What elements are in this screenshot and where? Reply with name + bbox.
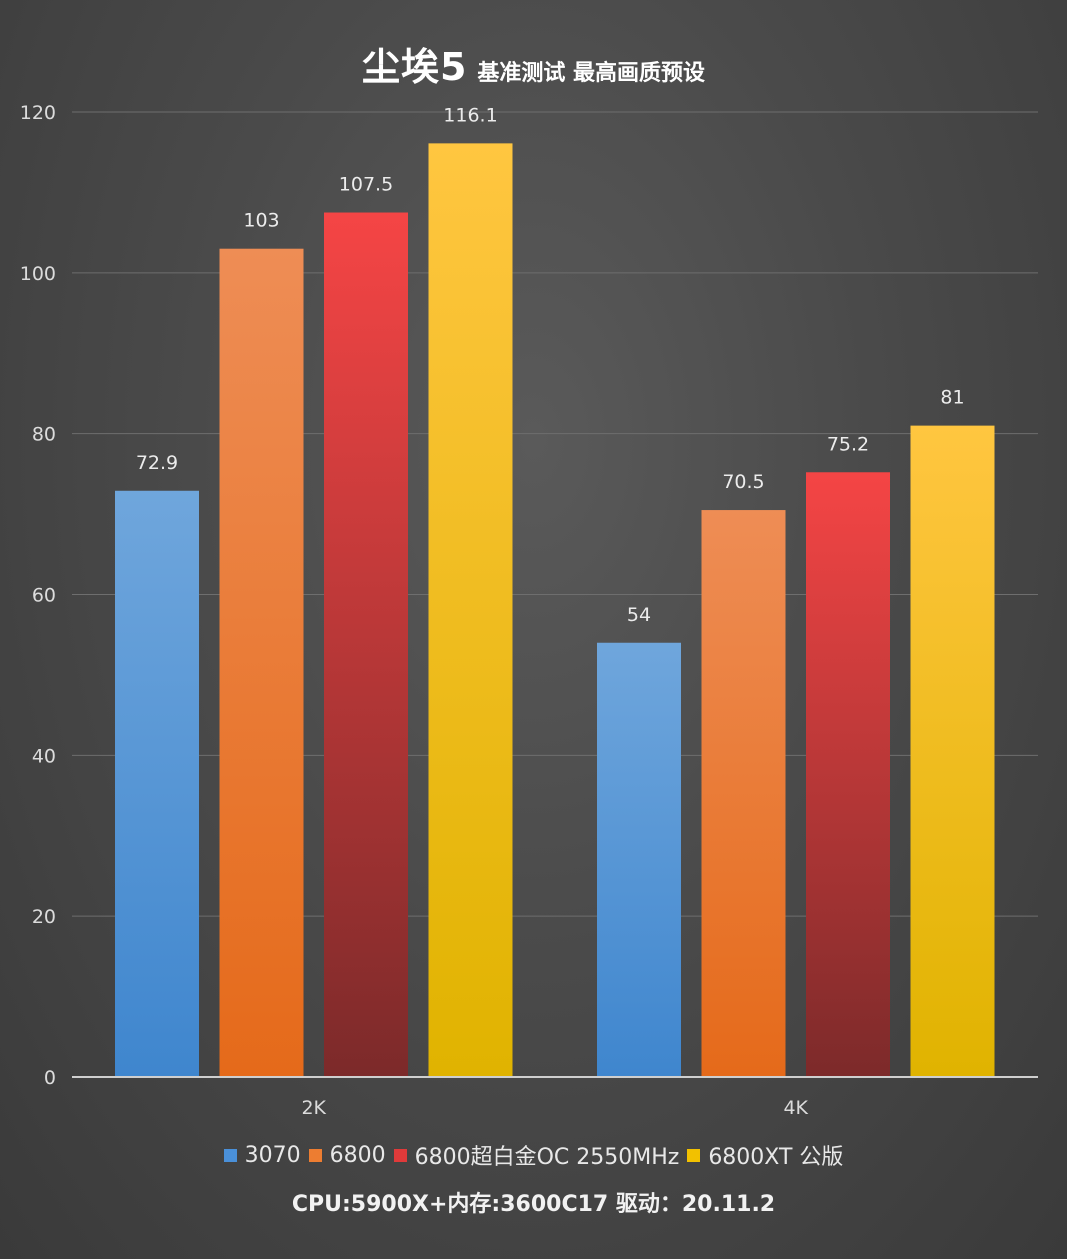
axes: 0 20 40 60 80 100 120 2K 4K	[20, 102, 1038, 1119]
y-tick-label: 40	[32, 745, 56, 767]
y-tick-label: 0	[44, 1067, 56, 1089]
y-tick-label: 120	[20, 102, 56, 124]
bar-value-label: 54	[627, 604, 651, 626]
bar-value-label: 75.2	[827, 433, 869, 455]
bar-4k-series-1	[701, 510, 786, 1077]
legend-item-6800-oc: 6800超白金OC 2550MHz	[393, 1139, 680, 1171]
bar-4k-series-3	[910, 425, 995, 1077]
legend-label: 6800	[329, 1142, 386, 1168]
x-category-label: 2K	[301, 1097, 326, 1119]
legend-swatch	[308, 1148, 322, 1162]
y-tick-label: 80	[32, 424, 56, 446]
bar-value-label: 72.9	[136, 452, 178, 474]
legend-item-6800xt: 6800XT 公版	[687, 1139, 843, 1171]
bar-value-label: 103	[243, 210, 279, 232]
legend: 3070 6800 6800超白金OC 2550MHz 6800XT 公版	[0, 1138, 1067, 1172]
bar-value-label: 107.5	[339, 174, 393, 196]
legend-swatch	[687, 1148, 701, 1162]
legend-swatch	[223, 1148, 237, 1162]
y-tick-label: 100	[20, 263, 56, 285]
footer-test-config: CPU:5900X+内存:3600C17 驱动：20.11.2	[291, 1192, 776, 1217]
bar-2k-series-1	[219, 248, 304, 1078]
legend-item-3070: 3070	[223, 1142, 301, 1168]
bar-4k-series-2	[806, 472, 890, 1077]
bar-value-label: 70.5	[722, 471, 764, 493]
grid-lines	[72, 111, 1038, 917]
legend-label: 3070	[244, 1142, 301, 1168]
bar-value-label: 81	[940, 387, 964, 409]
bar-2k-series-3	[428, 143, 513, 1078]
x-category-label: 4K	[783, 1097, 808, 1119]
chart-title: 尘埃5 基准测试 最高画质预设	[0, 36, 1067, 91]
bar-value-label: 116.1	[443, 104, 497, 126]
bars	[115, 143, 995, 1078]
value-labels: 72.9 103 107.5 116.1 54 70.5 75.2 81	[136, 104, 965, 625]
bar-2k-series-0	[115, 490, 199, 1077]
legend-label: 6800XT 公版	[708, 1145, 844, 1170]
bar-4k-series-0	[597, 642, 681, 1077]
legend-item-6800: 6800	[308, 1142, 386, 1168]
legend-swatch	[393, 1148, 407, 1162]
chart-title-main: 尘埃5	[361, 45, 468, 89]
y-tick-label: 20	[32, 906, 56, 928]
bar-2k-series-2	[324, 212, 408, 1078]
y-tick-label: 60	[32, 585, 56, 607]
legend-label: 6800超白金OC 2550MHz	[414, 1145, 680, 1170]
chart-title-sub: 基准测试 最高画质预设	[477, 61, 706, 86]
